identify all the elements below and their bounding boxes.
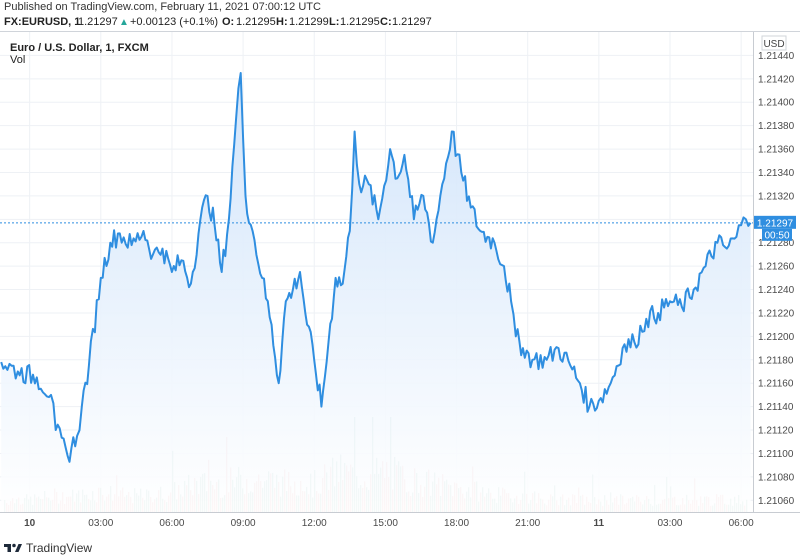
- y-tick-label: 1.21340: [758, 168, 795, 179]
- currency-box[interactable]: [761, 35, 787, 51]
- x-axis-ticks: 10 03:00 06:00 09:00 12:00 15:00 18:00 21:00 11 0…: [24, 518, 754, 529]
- y-tick-label: 1.21240: [758, 285, 795, 296]
- x-tick-label: 21:00: [515, 518, 540, 529]
- y-tick-label: 1.21080: [758, 472, 795, 483]
- close-value: 1.21297: [392, 16, 432, 28]
- x-tick-label: 18:00: [444, 518, 469, 529]
- x-tick-label: 11: [594, 518, 605, 529]
- symbol-label: FX:EURUSD, 1: [4, 16, 80, 28]
- y-axis-line: [753, 32, 754, 512]
- published-text: Published on TradingView.com, February 1…: [4, 1, 321, 13]
- x-tick-label: 15:00: [373, 518, 398, 529]
- footer: TradingView: [4, 538, 92, 558]
- y-tick-label: 1.21260: [758, 262, 795, 273]
- x-axis-line: [0, 512, 800, 513]
- price-chart[interactable]: FX:EURUSD, 1 1.21297 ▲ +0.00123 (+0.1%) …: [0, 0, 800, 537]
- x-tick-label: 03:00: [88, 518, 113, 529]
- open-value: 1.21295: [236, 16, 276, 28]
- y-tick-label: 1.21180: [758, 355, 794, 366]
- low-value: 1.21295: [340, 16, 380, 28]
- countdown-text: 00:50: [764, 230, 789, 241]
- x-tick-label: 06:00: [729, 518, 754, 529]
- y-tick-label: 1.21120: [758, 426, 794, 437]
- x-tick-label: 06:00: [159, 518, 184, 529]
- x-tick-label: 09:00: [231, 518, 256, 529]
- publish-info-line: Published on TradingView.com, February 1…: [0, 0, 800, 14]
- brand-label: TradingView: [26, 541, 93, 555]
- price-area-fill: [1, 73, 751, 512]
- header-divider: [0, 31, 800, 32]
- price-label: 1.21297: [78, 16, 118, 28]
- tradingview-logo-icon: [4, 543, 22, 552]
- y-tick-label: 1.21280: [758, 238, 795, 249]
- close-key: C:: [380, 16, 392, 28]
- countdown-badge: [762, 228, 792, 241]
- last-price-text: 1.21297: [757, 218, 794, 229]
- y-tick-label: 1.21360: [758, 145, 795, 156]
- x-tick-label: 10: [24, 518, 36, 529]
- last-price-badge: [754, 215, 796, 229]
- y-tick-label: 1.21140: [758, 402, 794, 413]
- y-tick-label: 1.21100: [758, 449, 794, 460]
- currency-label: USD: [763, 39, 784, 50]
- y-tick-label: 1.21400: [758, 98, 795, 109]
- vol-label: Vol: [10, 54, 25, 66]
- chart-title: Euro / U.S. Dollar, 1, FXCM: [10, 42, 149, 54]
- x-tick-label: 03:00: [657, 518, 682, 529]
- y-tick-label: 1.21440: [758, 51, 795, 62]
- x-tick-label: 12:00: [302, 518, 327, 529]
- y-tick-label: 1.21320: [758, 191, 795, 202]
- change-label: +0.00123 (+0.1%): [130, 16, 218, 28]
- y-tick-label: 1.21380: [758, 121, 795, 132]
- y-tick-label: 1.21220: [758, 308, 795, 319]
- y-axis-ticks: 1.21440 1.21420 1.21400 1.21380 1.21360 1.213…: [758, 51, 795, 507]
- high-value: 1.21299: [289, 16, 329, 28]
- up-arrow-icon: ▲: [119, 17, 129, 28]
- low-key: L:: [329, 16, 339, 28]
- y-tick-label: 1.21420: [758, 74, 795, 85]
- y-tick-label: 1.21160: [758, 379, 794, 390]
- open-key: O:: [222, 16, 234, 28]
- y-tick-label: 1.21060: [758, 496, 795, 507]
- y-tick-label: 1.21200: [758, 332, 795, 343]
- high-key: H:: [276, 16, 288, 28]
- price-line: [0, 72, 752, 463]
